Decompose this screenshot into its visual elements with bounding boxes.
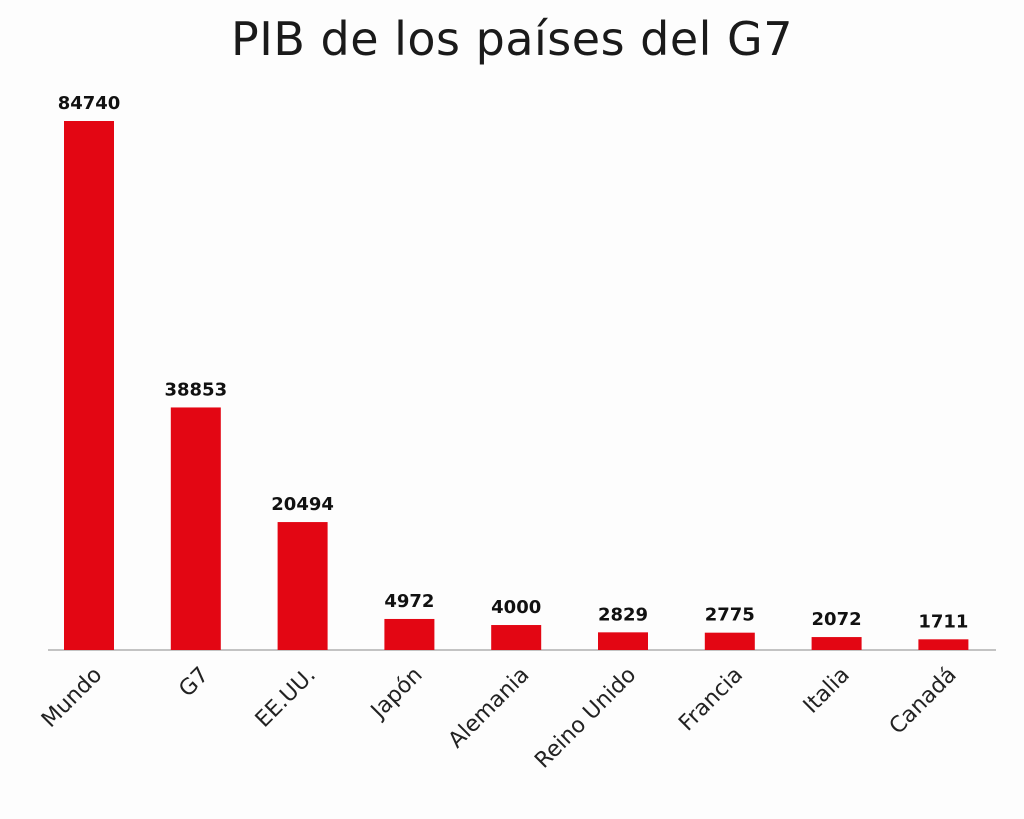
bar-4 — [491, 625, 542, 650]
category-label-2: EE.UU. — [251, 663, 321, 733]
category-label-5: Reino Unido — [530, 663, 641, 774]
value-label-1: 38853 — [164, 379, 227, 400]
bar-7 — [811, 637, 862, 650]
bar-8 — [918, 639, 969, 650]
value-label-4: 4000 — [491, 597, 541, 618]
category-label-7: Italia — [799, 663, 855, 719]
category-label-3: Japón — [365, 663, 427, 725]
value-label-3: 4972 — [384, 591, 434, 612]
category-label-4: Alemania — [444, 663, 535, 754]
bar-0 — [64, 121, 114, 650]
value-label-7: 2072 — [812, 609, 862, 630]
value-label-2: 20494 — [271, 494, 334, 515]
category-label-1: G7 — [174, 663, 214, 703]
category-label-0: Mundo — [37, 663, 107, 733]
value-label-6: 2775 — [705, 605, 755, 626]
bar-1 — [170, 407, 221, 650]
bars-group: 84740 Mundo 38853 G7 20494 EE.UU. 4972 Japón 400… — [37, 93, 968, 774]
value-label-5: 2829 — [598, 604, 648, 625]
category-label-8: Canadá — [885, 663, 962, 740]
value-label-0: 84740 — [58, 93, 121, 114]
value-label-8: 1711 — [918, 611, 968, 632]
bar-3 — [384, 618, 435, 650]
bar-6 — [704, 632, 755, 650]
category-label-6: Francia — [674, 663, 748, 737]
bar-2 — [277, 522, 328, 650]
bar-5 — [598, 632, 648, 650]
chart-title: PIB de los países del G7 — [231, 12, 793, 66]
